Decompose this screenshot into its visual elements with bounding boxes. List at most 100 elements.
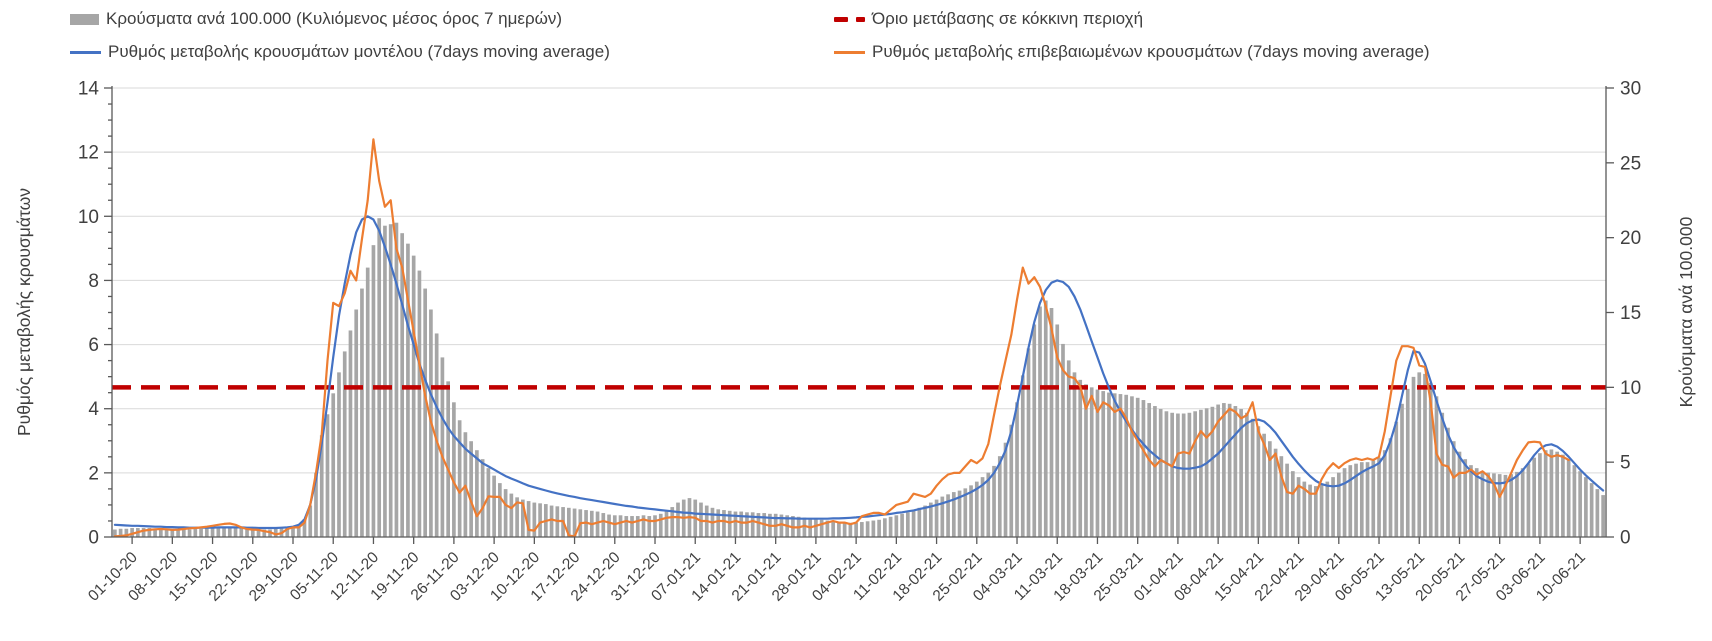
bar — [1043, 300, 1048, 537]
bar — [825, 520, 830, 537]
bar — [1170, 412, 1175, 537]
bar — [348, 330, 353, 537]
bar — [940, 496, 945, 537]
bar — [1107, 392, 1111, 537]
bar — [1595, 489, 1600, 537]
bar — [1193, 411, 1197, 537]
bar — [337, 372, 341, 537]
bar — [779, 514, 784, 537]
bar — [1112, 393, 1117, 537]
bar — [1227, 403, 1232, 537]
bar — [302, 519, 307, 537]
bar — [1474, 468, 1479, 537]
bar — [670, 507, 675, 537]
bar — [377, 218, 382, 537]
bar — [911, 510, 916, 537]
bar — [1457, 451, 1462, 537]
right-axis-title: Κρούσματα ανά 100.000 — [1676, 216, 1696, 407]
bar — [992, 465, 996, 537]
bar — [1486, 472, 1491, 537]
bar — [1003, 442, 1008, 537]
bar — [1302, 481, 1307, 537]
bar — [1308, 484, 1312, 537]
left-axis-tick-label: 14 — [78, 79, 100, 100]
bar — [1055, 324, 1060, 537]
bar — [222, 527, 226, 537]
bar — [1072, 372, 1077, 537]
left-axis-tick-label: 12 — [78, 143, 99, 164]
bar — [250, 528, 255, 537]
bar — [308, 505, 313, 537]
bar — [1359, 462, 1364, 537]
bar — [946, 494, 950, 537]
bar — [371, 245, 376, 537]
bar — [1405, 388, 1410, 537]
bar — [314, 472, 318, 537]
bar — [1176, 413, 1180, 537]
bar — [974, 481, 979, 537]
legend-item-confirmed-rate: Ρυθμός μεταβολής επιβεβαιωμένων κρουσμάτ… — [834, 42, 1430, 62]
bar — [1400, 403, 1404, 537]
bar — [1411, 376, 1416, 537]
bar — [1026, 348, 1031, 537]
bar — [446, 381, 450, 537]
legend-item-cases-per-100k: Κρούσματα ανά 100.000 (Κυλιόμενος μέσος … — [70, 9, 562, 29]
bar — [676, 502, 680, 537]
bar — [1101, 391, 1106, 537]
bar — [1532, 457, 1537, 537]
bar — [980, 477, 985, 537]
bar — [1440, 412, 1445, 537]
bar — [1589, 483, 1594, 537]
bar — [1497, 474, 1502, 537]
bar — [296, 525, 301, 537]
bar — [365, 267, 370, 537]
bar — [739, 511, 744, 537]
bar — [417, 270, 422, 537]
bar — [997, 456, 1002, 537]
bar — [1204, 408, 1209, 537]
bar — [1543, 450, 1548, 537]
bar — [612, 515, 617, 537]
bar — [141, 528, 146, 537]
bar — [934, 499, 939, 537]
bar — [963, 488, 968, 537]
bar — [515, 497, 519, 537]
left-axis-tick-label: 0 — [88, 528, 99, 549]
legend-item-model-rate: Ρυθμός μεταβολής κρουσμάτων μοντέλου (7d… — [70, 42, 610, 62]
bar — [538, 503, 542, 537]
bar — [1319, 484, 1324, 537]
bar — [1216, 404, 1220, 537]
bar — [1009, 424, 1014, 537]
bar — [452, 402, 456, 537]
right-axis-tick-label: 0 — [1620, 528, 1631, 549]
bar — [170, 528, 175, 537]
bar — [624, 516, 629, 537]
bar — [607, 514, 611, 537]
bar — [1256, 426, 1261, 537]
bar — [1049, 308, 1054, 537]
bar — [1158, 409, 1163, 537]
bar — [1526, 463, 1531, 537]
bar — [756, 513, 761, 537]
bar — [951, 492, 956, 537]
bar — [900, 513, 904, 537]
bar — [802, 517, 807, 537]
bar — [147, 528, 152, 537]
bar — [1135, 397, 1140, 537]
bar — [1078, 379, 1083, 537]
bar — [423, 288, 428, 537]
right-axis-tick-label: 5 — [1620, 453, 1631, 474]
bar — [187, 529, 192, 537]
bar — [325, 414, 330, 537]
left-axis-tick-label: 8 — [88, 271, 99, 292]
left-axis-tick-label: 6 — [88, 335, 99, 356]
bar — [532, 502, 537, 537]
bar — [176, 529, 180, 537]
bar — [635, 516, 640, 537]
bar — [957, 490, 962, 537]
bar — [1601, 495, 1605, 537]
bar — [388, 224, 393, 538]
bar — [1141, 400, 1146, 537]
bar — [1515, 471, 1519, 537]
bar — [383, 225, 387, 537]
